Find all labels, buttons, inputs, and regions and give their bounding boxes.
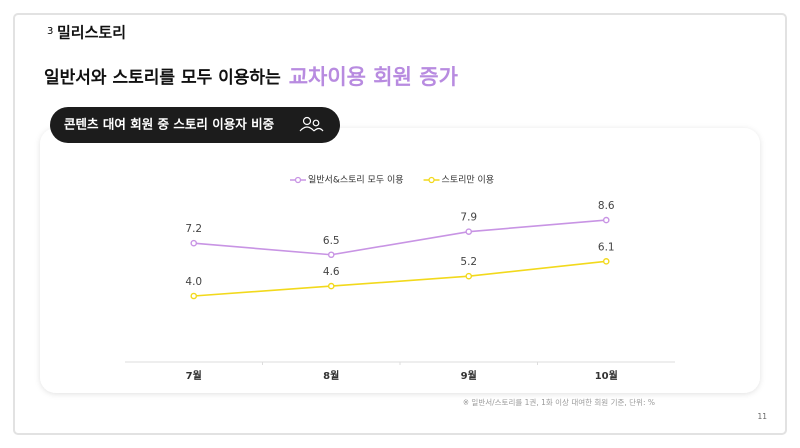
data-label: 6.5 <box>323 235 340 247</box>
legend-marker <box>294 176 302 184</box>
series-line <box>193 219 607 256</box>
data-point <box>602 258 610 265</box>
footnote: ※ 일반서/스토리를 1권, 1화 이상 대여한 회원 기준, 단위: % <box>463 397 655 407</box>
x-tick-label: 7월 <box>186 370 202 382</box>
x-tick-label: 8월 <box>323 370 339 382</box>
data-label: 8.6 <box>598 200 615 212</box>
chart-card <box>40 128 760 393</box>
data-point <box>327 251 335 259</box>
data-label: 7.9 <box>460 212 477 224</box>
data-label: 7.2 <box>185 223 202 235</box>
heading-text: 일반서와 스토리를 모두 이용하는 <box>44 68 281 88</box>
legend-marker <box>428 176 435 184</box>
data-point <box>327 282 335 290</box>
heading-highlight: 교차이용 회원 증가 <box>289 65 459 89</box>
data-label: 5.2 <box>460 256 477 268</box>
heading: 일반서와 스토리를 모두 이용하는 교차이용 회원 증가 <box>44 65 459 89</box>
data-label: 6.1 <box>598 241 615 253</box>
data-point <box>190 292 198 300</box>
data-point <box>602 216 610 224</box>
data-point <box>190 239 198 247</box>
chart-title: 콘텐츠 대여 회원 중 스토리 이용자 비중 <box>64 117 275 132</box>
page-number: 11 <box>757 412 767 421</box>
data-point <box>465 272 473 280</box>
section-number: 3 <box>47 26 53 37</box>
section-label: 밀리스토리 <box>57 24 126 42</box>
data-label: 4.6 <box>323 266 340 278</box>
legend-label: 스토리만 이용 <box>442 175 495 186</box>
x-tick-label: 9월 <box>461 370 477 382</box>
data-point <box>465 228 473 235</box>
data-label: 4.0 <box>185 276 202 288</box>
chart-title-pill <box>50 107 340 143</box>
legend-label: 일반서&스토리 모두 이용 <box>308 175 404 186</box>
users-icon <box>299 116 324 132</box>
series-line <box>193 260 607 297</box>
x-tick-label: 10월 <box>595 370 618 382</box>
